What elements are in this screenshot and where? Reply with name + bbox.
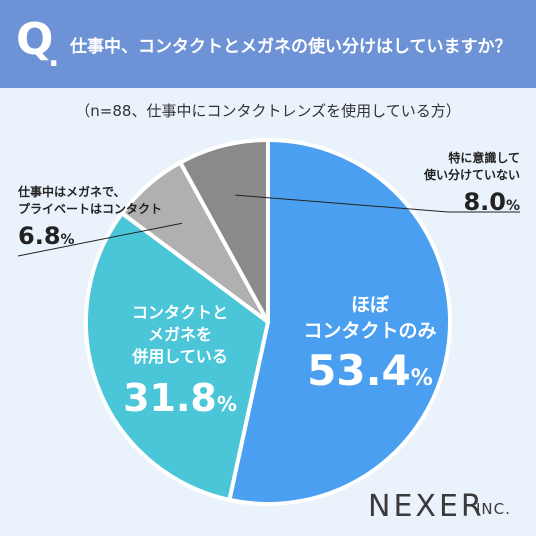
pie-slice-no_switch — [178, 138, 270, 324]
leader-line-work_glasses — [17, 222, 183, 257]
brand-suffix: INC. — [476, 500, 511, 518]
label-both-line3: 併用している — [132, 347, 228, 366]
brand-logo: NEXER — [368, 489, 485, 524]
sample-note: （n=88、仕事中にコンタクトレンズを使用している方） — [75, 102, 461, 120]
pie-slice-both — [84, 211, 270, 502]
value-no-switch: 8.0 — [463, 188, 506, 216]
label-both-line1: コンタクトと — [131, 303, 228, 322]
unit-work-glasses: % — [60, 232, 75, 248]
leader-line-no_switch — [235, 194, 520, 213]
label-work-glasses-line2: プライベートはコンタクト — [18, 202, 163, 216]
question-banner: Q . 仕事中、コンタクトとメガネの使い分けはしていますか？ — [0, 0, 536, 88]
label-contact-only: ほぼ コンタクトのみ 53.4% — [285, 292, 455, 403]
value-work-glasses: 6.8 — [18, 222, 61, 250]
question-text: 仕事中、コンタクトとメガネの使い分けはしていますか？ — [70, 37, 512, 57]
q-dot: . — [48, 39, 60, 74]
label-both-line2: メガネを — [147, 325, 212, 344]
label-no-switch-line1: 特に意識して — [448, 151, 520, 165]
unit-both: % — [216, 392, 237, 416]
unit-no-switch: % — [505, 198, 520, 214]
label-contact-only-line2: コンタクトのみ — [303, 320, 437, 342]
label-work-glasses-line1: 仕事中はメガネで、 — [18, 185, 126, 199]
value-contact-only: 53.4 — [307, 346, 411, 395]
q-letter: Q — [16, 14, 54, 65]
label-work-glasses: 仕事中はメガネで、 プライベートはコンタクト 6.8% — [18, 184, 162, 256]
label-contact-only-line1: ほぼ — [350, 294, 389, 316]
label-no-switch: 特に意識して 使い分けていない 8.0% — [392, 150, 520, 222]
label-no-switch-line2: 使い分けていない — [423, 168, 520, 182]
label-both: コンタクトと メガネを 併用している 31.8% — [105, 302, 255, 428]
pie-slice-contact_only — [227, 138, 452, 506]
unit-contact-only: % — [410, 366, 433, 391]
value-both: 31.8 — [123, 376, 217, 420]
